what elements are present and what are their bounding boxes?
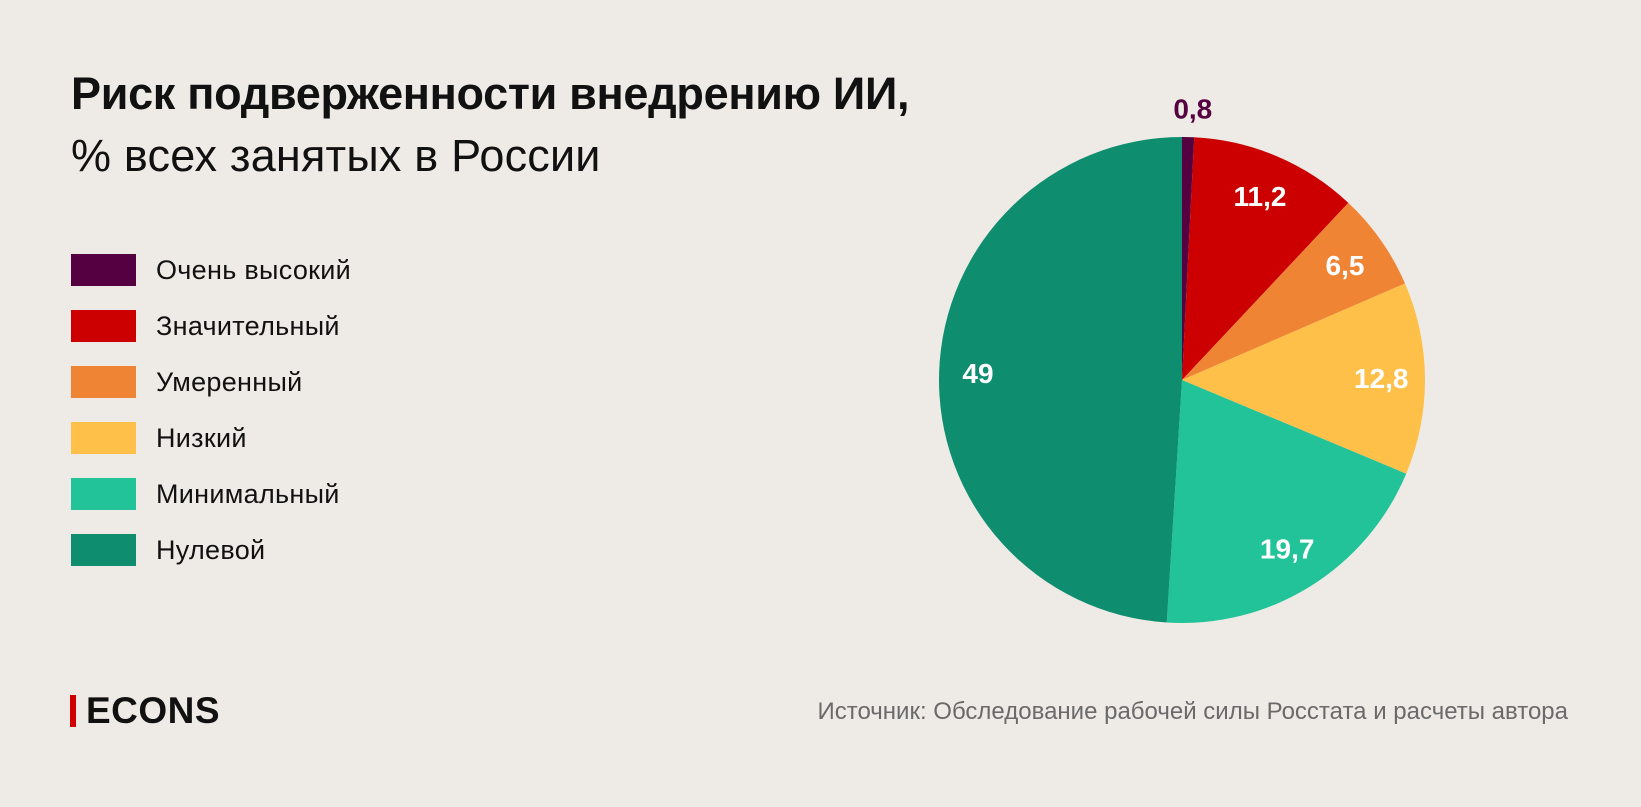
legend-item-moderate: Умеренный	[71, 366, 351, 398]
legend-label: Минимальный	[156, 478, 340, 509]
pie-slice-2	[1182, 202, 1406, 380]
legend-item-low: Низкий	[71, 422, 351, 454]
legend-swatch	[71, 310, 136, 342]
legend-swatch	[71, 422, 136, 454]
slice-label-3: 12,8	[1354, 363, 1409, 394]
slice-label-0: 0,8	[1173, 94, 1212, 125]
legend-label: Низкий	[156, 422, 247, 453]
legend-swatch	[71, 366, 136, 398]
legend-label: Значительный	[156, 310, 340, 341]
slice-label-5: 49	[962, 358, 993, 389]
econs-logo: ECONS	[70, 690, 220, 732]
legend-swatch	[71, 478, 136, 510]
legend-item-significant: Значительный	[71, 310, 351, 342]
legend-label: Нулевой	[156, 534, 266, 565]
legend-item-minimal: Минимальный	[71, 478, 351, 510]
pie-slice-5	[939, 137, 1182, 623]
slice-label-4: 19,7	[1260, 534, 1315, 565]
legend-item-very-high: Очень высокий	[71, 254, 351, 286]
legend-swatch	[71, 254, 136, 286]
pie-slice-4	[1166, 380, 1407, 623]
logo-text: ECONS	[86, 690, 221, 731]
pie-slice-3	[1182, 283, 1425, 474]
legend-swatch	[71, 534, 136, 566]
logo-accent-bar	[70, 695, 76, 727]
pie-slice-0	[1182, 137, 1195, 380]
legend: Очень высокий Значительный Умеренный Низ…	[71, 254, 351, 590]
pie-slice-1	[1182, 137, 1349, 380]
chart-title: Риск подверженности внедрению ИИ,	[71, 68, 910, 119]
legend-label: Умеренный	[156, 366, 303, 397]
legend-label: Очень высокий	[156, 254, 352, 285]
source-note: Источник: Обследование рабочей силы Росс…	[817, 698, 1568, 725]
legend-item-zero: Нулевой	[71, 534, 351, 566]
slice-label-1: 11,2	[1234, 181, 1287, 212]
slice-label-2: 6,5	[1326, 250, 1365, 281]
chart-subtitle: % всех занятых в России	[71, 130, 601, 181]
